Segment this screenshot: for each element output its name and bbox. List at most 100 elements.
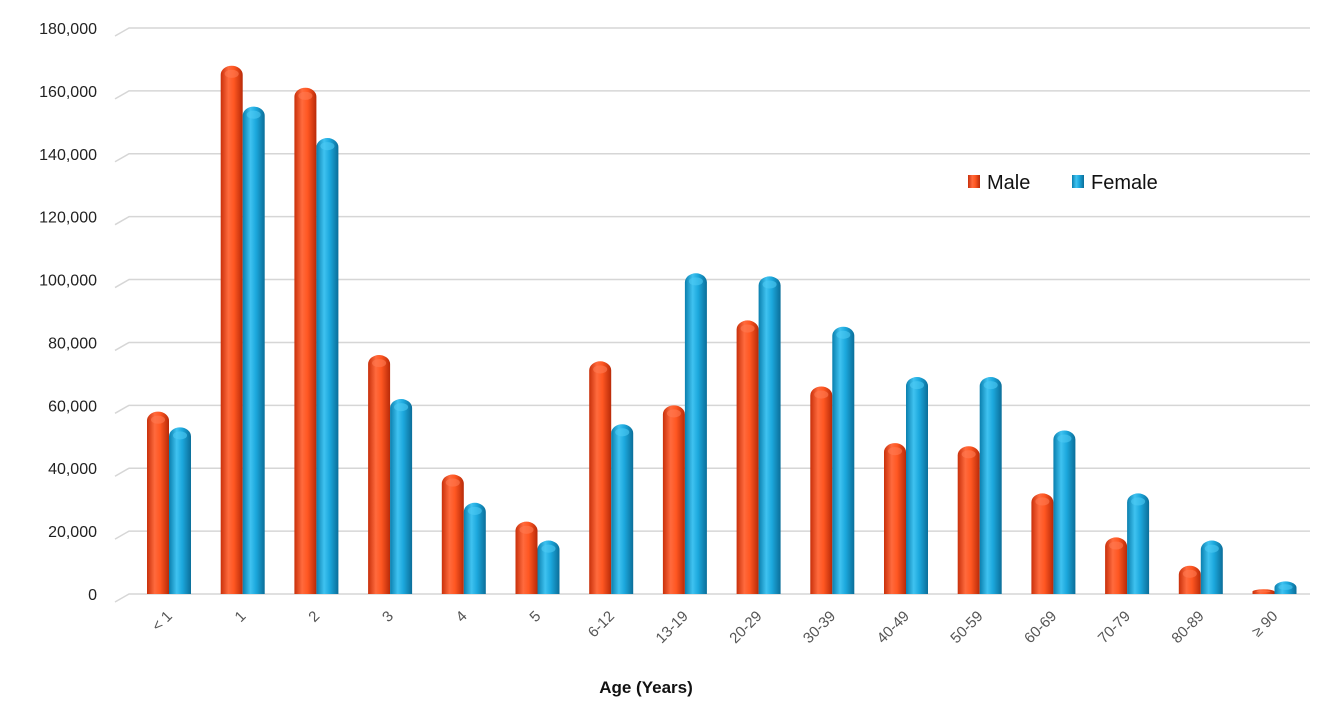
bar-body — [220, 65, 243, 594]
bar-highlight — [909, 381, 925, 390]
bar-body — [1200, 540, 1223, 594]
bar-male — [1031, 493, 1054, 594]
y-tick-label: 180,000 — [39, 21, 97, 38]
bar-highlight — [224, 69, 239, 78]
bar-highlight — [666, 409, 681, 418]
bar-female — [758, 276, 781, 594]
bar-body — [684, 273, 707, 594]
y-axis-ticks: 0 20,000 40,000 60,000 80,000 100,000 120,000 1… — [39, 21, 97, 604]
bar-male — [957, 446, 980, 594]
bar-body — [611, 424, 634, 594]
x-tick-label: 80-89 — [1168, 608, 1207, 647]
bar-body — [758, 276, 781, 594]
bar-female — [1274, 581, 1297, 594]
y-tick-label: 160,000 — [39, 84, 97, 101]
bar-highlight — [246, 110, 261, 119]
bar-highlight — [688, 277, 703, 286]
bar-female — [1053, 430, 1076, 594]
bar-body — [589, 361, 612, 594]
bar-female — [169, 427, 191, 594]
bar-highlight — [1278, 584, 1293, 590]
bar-highlight — [1204, 544, 1219, 553]
bar-female — [316, 138, 339, 595]
bar-highlight — [320, 142, 335, 151]
bar-female — [684, 273, 707, 594]
bar-female — [242, 106, 265, 594]
bars — [147, 65, 1297, 595]
bar-body — [957, 446, 980, 594]
bar-highlight — [150, 415, 166, 424]
bar-female — [979, 377, 1002, 594]
bar-male — [1105, 537, 1128, 594]
bar-body — [736, 320, 759, 594]
legend-swatch-male — [968, 175, 980, 188]
bar-highlight — [762, 280, 777, 289]
bar-female — [463, 502, 486, 594]
bar-highlight — [394, 403, 409, 412]
bar-male — [220, 65, 243, 594]
bar-highlight — [372, 359, 387, 368]
x-tick-label: 13-19 — [653, 608, 692, 647]
x-tick-label: 20-29 — [726, 608, 765, 647]
gridline — [114, 593, 1310, 603]
bar-male — [368, 355, 391, 594]
x-tick-label: < 1 — [149, 608, 176, 635]
x-tick-label: 60-69 — [1021, 608, 1060, 647]
bar-body — [537, 540, 560, 594]
x-tick-label: 5 — [526, 608, 544, 626]
bar-highlight — [467, 506, 482, 515]
gridline — [114, 404, 1310, 414]
bar-body — [906, 377, 928, 594]
bar-highlight — [593, 365, 608, 374]
bar-highlight — [541, 544, 556, 553]
bar-body — [441, 474, 464, 594]
bar-male — [441, 474, 464, 594]
x-tick-label: ≥ 90 — [1249, 608, 1282, 641]
bar-male — [884, 443, 907, 594]
bar-body — [515, 521, 538, 594]
y-tick-label: 0 — [88, 587, 97, 604]
bar-highlight — [836, 330, 851, 339]
x-tick-label: 2 — [305, 608, 323, 626]
legend-item-male: Male — [968, 172, 1030, 194]
y-tick-label: 140,000 — [39, 147, 97, 164]
gridline — [114, 153, 1310, 163]
bar-body — [1127, 493, 1150, 594]
bar-highlight — [1182, 569, 1197, 578]
bar-male — [810, 386, 833, 594]
gridline — [114, 467, 1310, 477]
bar-highlight — [172, 431, 188, 440]
bar-highlight — [1109, 541, 1124, 550]
bar-male — [589, 361, 612, 594]
bar-highlight — [1057, 434, 1072, 443]
y-tick-label: 60,000 — [48, 398, 97, 415]
bar-body — [662, 405, 685, 594]
gridline — [114, 278, 1310, 289]
bar-highlight — [983, 381, 998, 390]
legend-label-female: Female — [1091, 172, 1158, 194]
bar-highlight — [1035, 497, 1050, 506]
bar-body — [979, 377, 1002, 594]
bar-body — [390, 399, 413, 594]
bar-male — [294, 87, 317, 594]
bar-highlight — [1131, 497, 1146, 506]
bar-highlight — [298, 91, 313, 100]
bar-highlight — [445, 478, 460, 487]
gridline — [114, 341, 1310, 352]
gridline — [114, 27, 1310, 37]
bar-female — [906, 377, 928, 594]
bar-male — [1252, 589, 1275, 594]
y-tick-label: 80,000 — [48, 335, 97, 352]
y-tick-label: 120,000 — [39, 210, 97, 227]
legend-label-male: Male — [987, 172, 1030, 194]
bar-male — [662, 405, 685, 594]
gridline — [114, 90, 1310, 100]
bar-body — [147, 411, 169, 594]
y-tick-label: 100,000 — [39, 273, 97, 290]
bar-body — [1105, 537, 1128, 594]
y-tick-label: 40,000 — [48, 461, 97, 478]
bar-highlight — [961, 450, 976, 459]
bar-highlight — [740, 324, 755, 333]
gridline — [114, 215, 1310, 226]
